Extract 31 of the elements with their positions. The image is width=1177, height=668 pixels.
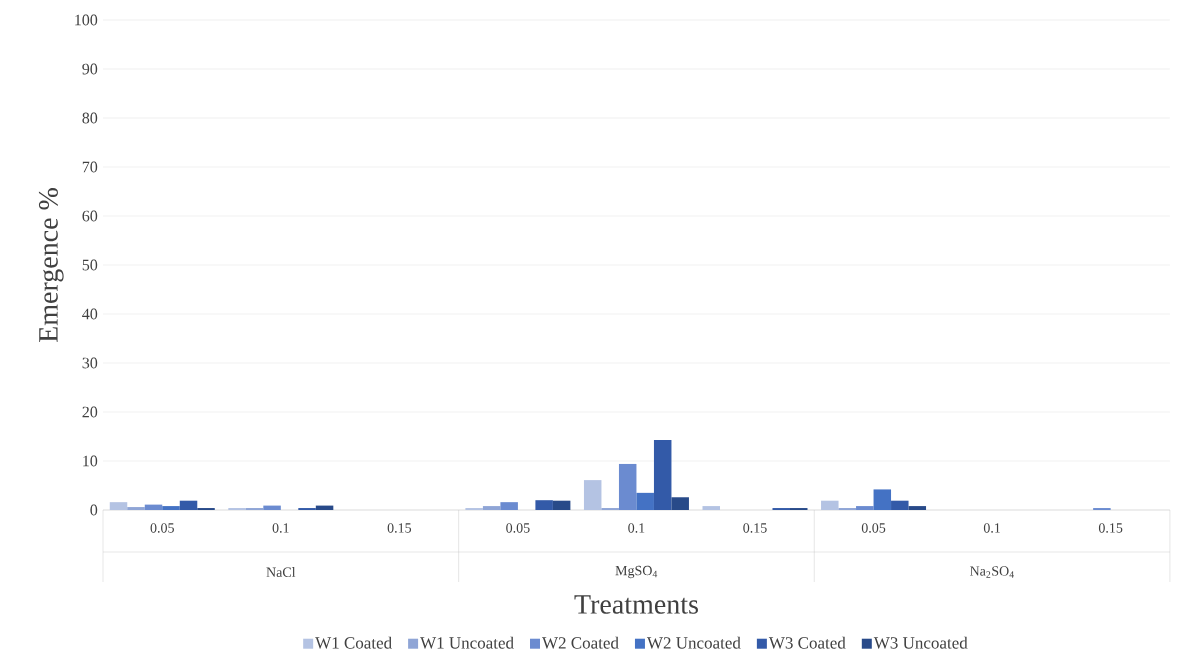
x-tick-label: 0.1 — [983, 523, 1000, 533]
y-axis-title: Emergence % — [38, 188, 64, 343]
text: MgSO$_{4}$ — [615, 565, 658, 579]
legend-label: W1 Coated — [315, 636, 392, 649]
y-tick-label: 70 — [82, 161, 98, 173]
text: NaCl — [266, 567, 296, 577]
x-axis-title: Treatments — [574, 595, 698, 614]
y-tick-label: 50 — [82, 259, 98, 271]
x-tick-label: 0.1 — [628, 523, 645, 533]
y-tick-label: 20 — [82, 406, 98, 418]
x-tick-label: 0.15 — [743, 523, 767, 533]
x-tick-label: 0.1 — [272, 523, 289, 533]
legend-label: W2 Uncoated — [646, 636, 741, 649]
text: Na$_{2}$SO$_{4}$ — [969, 566, 1014, 578]
y-tick-label: 60 — [82, 210, 98, 222]
legend-label: W3 Uncoated — [873, 636, 968, 649]
y-tick-label: 40 — [82, 308, 98, 320]
x-tick-label: 0.05 — [506, 523, 530, 533]
y-tick-label: 30 — [82, 357, 98, 369]
y-tick-label: 90 — [82, 63, 98, 75]
legend-label: W1 Uncoated — [420, 636, 514, 649]
legend-label: W3 Coated — [768, 636, 846, 649]
y-tick-label: 10 — [83, 455, 98, 467]
y-tick-label: 100 — [75, 14, 98, 26]
x-tick-label: 0.05 — [861, 523, 886, 533]
y-tick-label: 0 — [90, 504, 98, 516]
x-tick-label: 0.05 — [150, 523, 174, 533]
x-tick-label: 0.15 — [387, 523, 412, 533]
y-tick-label: 80 — [82, 112, 98, 124]
legend-label: W2 Coated — [542, 636, 619, 649]
x-tick-label: 0.15 — [1098, 523, 1123, 533]
